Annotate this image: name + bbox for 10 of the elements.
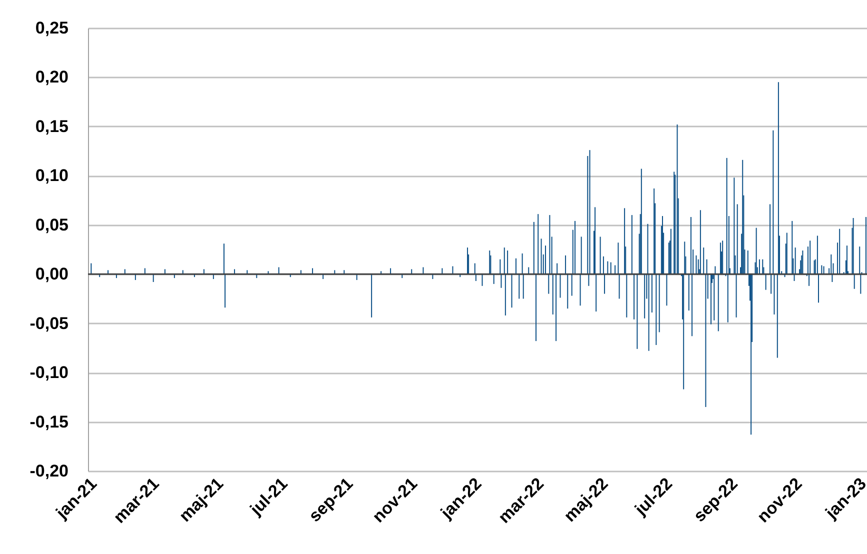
y-tick-label: 0,10 xyxy=(35,166,68,186)
y-tick-label: -0,15 xyxy=(30,412,68,432)
y-tick-label: -0,05 xyxy=(30,314,68,333)
y-tick-label: 0,25 xyxy=(35,18,68,38)
y-tick-label: 0,00 xyxy=(35,264,68,284)
y-tick-label: -0,20 xyxy=(30,462,68,480)
y-tick-label: 0,15 xyxy=(35,116,68,136)
y-tick-label: 0,20 xyxy=(35,68,68,87)
y-tick-label: 0,05 xyxy=(35,215,68,234)
y-tick-label: -0,10 xyxy=(30,363,68,382)
